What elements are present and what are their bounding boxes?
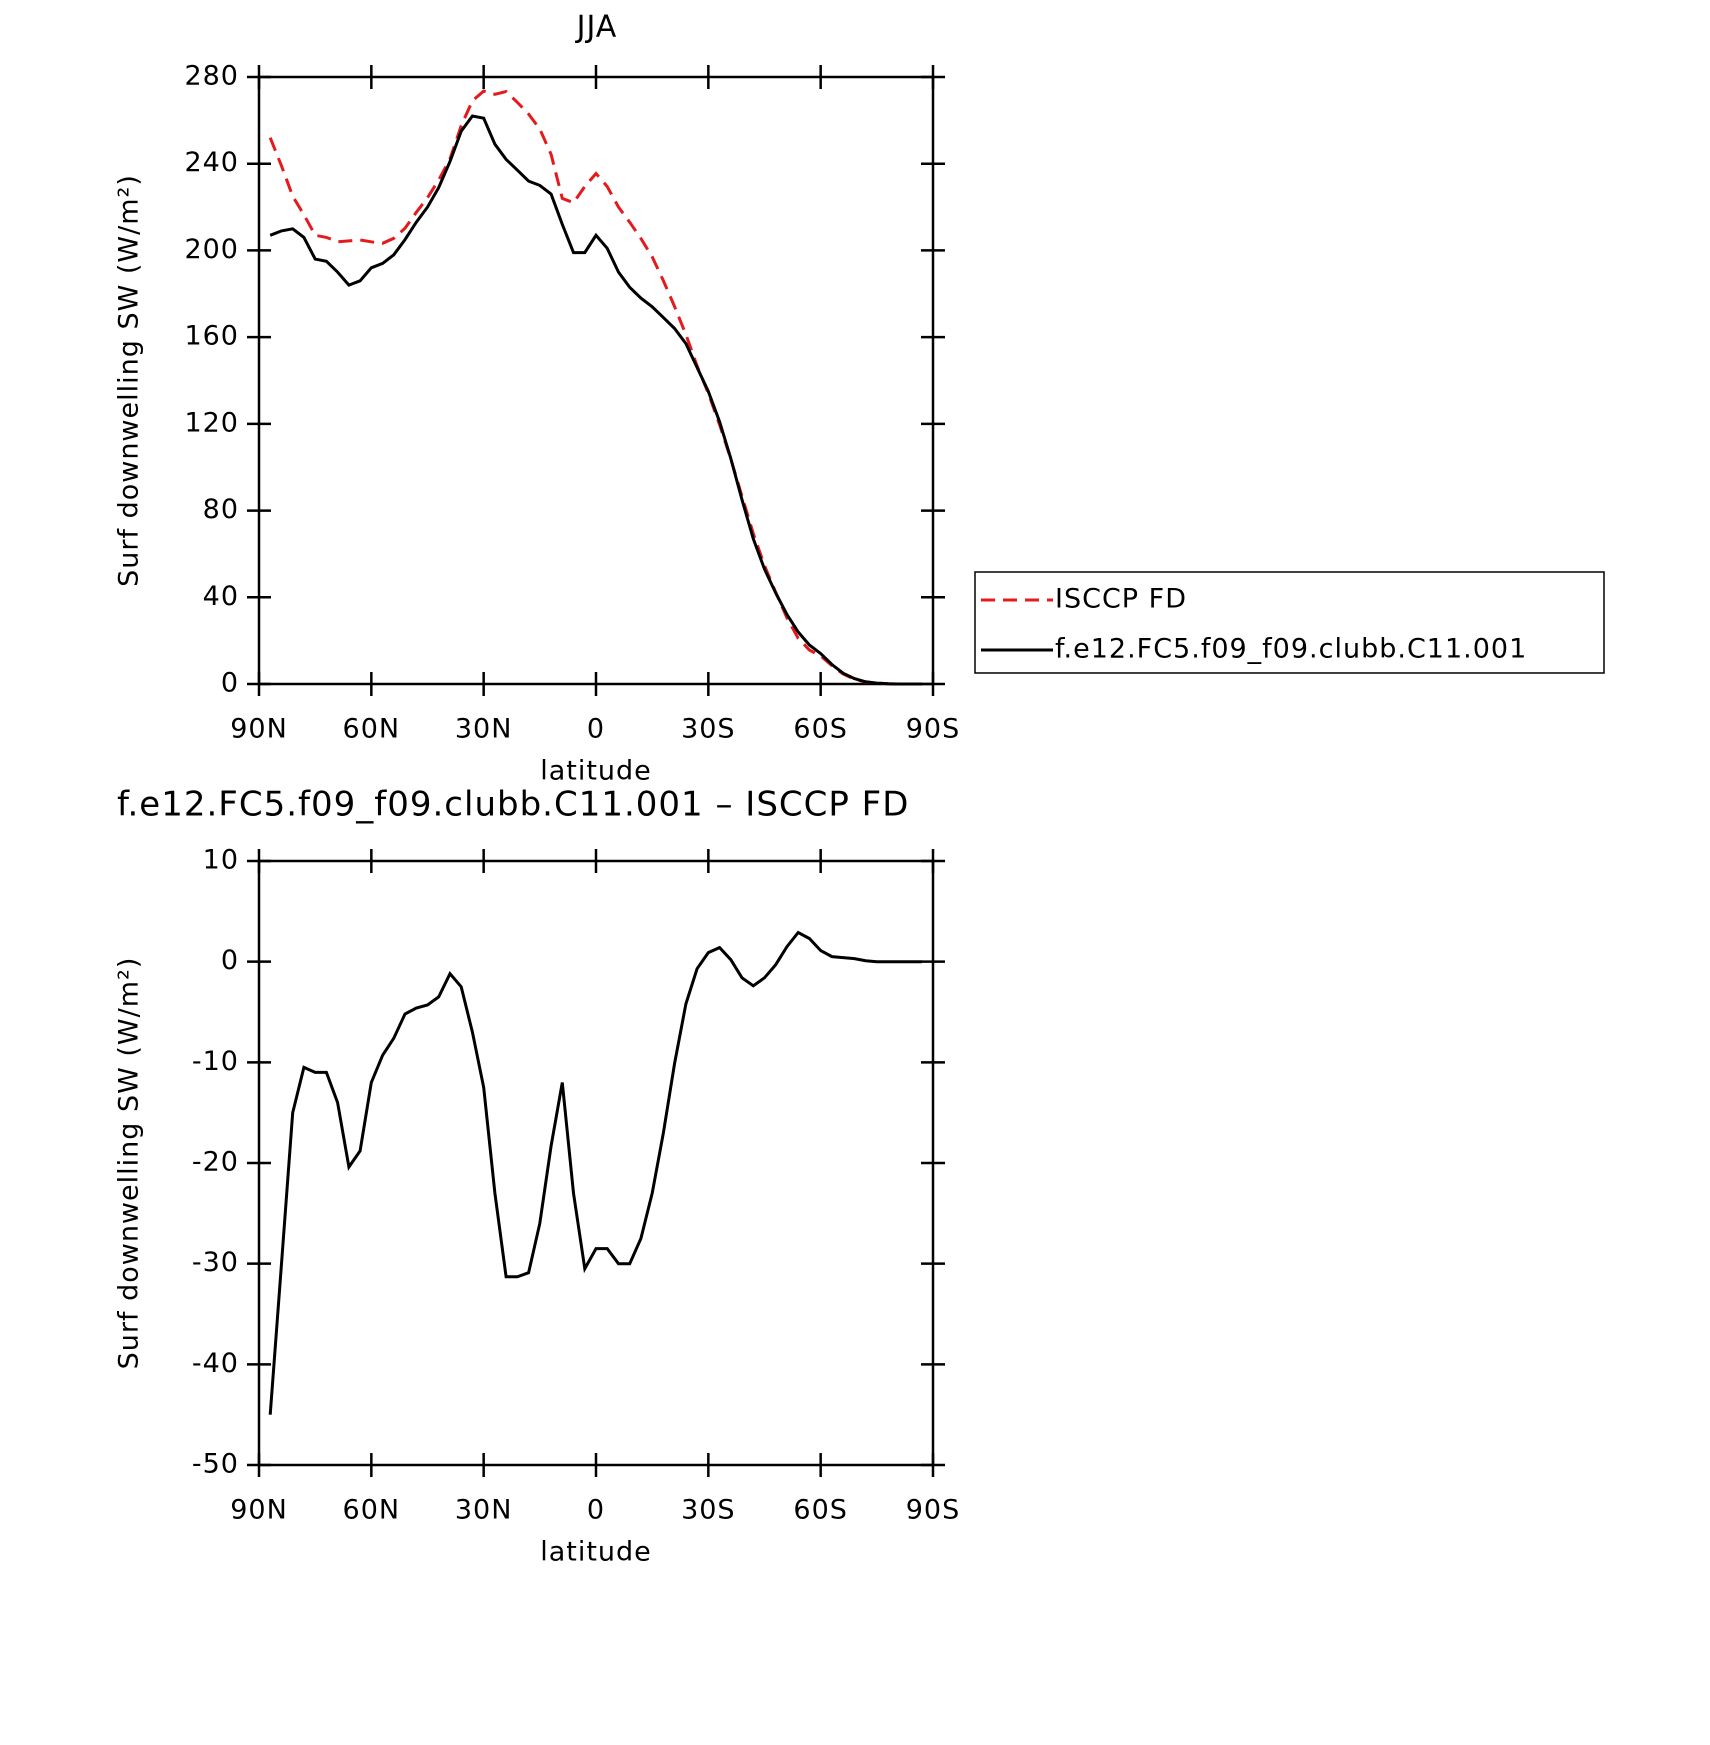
y-tick-label: 0 [221, 945, 239, 976]
y-tick-label: 120 [184, 407, 239, 438]
x-tick-label: 30S [681, 1495, 736, 1526]
panel: JJA 0 40 80 120 160 200 240 280 90N 60N 30N 0 30S 60S 9… [114, 10, 1605, 787]
y-tick-label: 10 [203, 845, 239, 876]
data-line [269, 114, 922, 686]
y-tick-label: -50 [192, 1449, 239, 1480]
x-tick-label: 90N [230, 714, 288, 745]
x-tick-label: 60S [793, 1495, 848, 1526]
x-tick-label: 90S [906, 714, 961, 745]
data-line [268, 930, 922, 1415]
plot-frame [257, 75, 935, 686]
x-tick-label: 90S [906, 1495, 961, 1526]
y-tick-label: 240 [184, 147, 239, 178]
data-line [268, 89, 922, 686]
y-tick-label: 80 [203, 494, 239, 525]
x-tick-label: 60S [793, 714, 848, 745]
x-tick-label: 30S [681, 714, 736, 745]
legend-label: f.e12.FC5.f09_f09.clubb.C11.001 [1055, 634, 1527, 665]
x-tick-label: 0 [587, 714, 605, 745]
legend-label: ISCCP FD [1055, 584, 1187, 615]
y-axis-label: Surf downwelling SW (W/m²) [114, 174, 145, 587]
x-axis-label: latitude [540, 756, 652, 787]
y-tick-label: -10 [192, 1046, 239, 1077]
x-axis-label: latitude [540, 1537, 652, 1568]
x-tick-label: 0 [587, 1495, 605, 1526]
legend-box [974, 571, 1605, 674]
panel: f.e12.FC5.f09_f09.clubb.C11.001 – ISCCP … [114, 785, 961, 1568]
x-tick-label: 30N [455, 1495, 513, 1526]
y-tick-label: 160 [184, 321, 239, 352]
chart-title: JJA [575, 10, 618, 45]
y-tick-label: 280 [184, 61, 239, 92]
y-tick-label: -30 [192, 1247, 239, 1278]
x-tick-label: 60N [343, 714, 401, 745]
x-tick-label: 90N [230, 1495, 288, 1526]
y-axis-label: Surf downwelling SW (W/m²) [114, 957, 145, 1370]
y-tick-label: 200 [184, 234, 239, 265]
x-tick-label: 30N [455, 714, 513, 745]
y-tick-label: -20 [192, 1147, 239, 1178]
chart-title: f.e12.FC5.f09_f09.clubb.C11.001 – ISCCP … [117, 785, 909, 825]
legend: ISCCP FD f.e12.FC5.f09_f09.clubb.C11.001 [974, 571, 1605, 674]
y-tick-label: -40 [192, 1348, 239, 1379]
y-tick-label: 0 [221, 668, 239, 699]
x-tick-label: 60N [343, 1495, 401, 1526]
y-tick-label: 40 [203, 581, 239, 612]
plot-frame [257, 859, 935, 1467]
